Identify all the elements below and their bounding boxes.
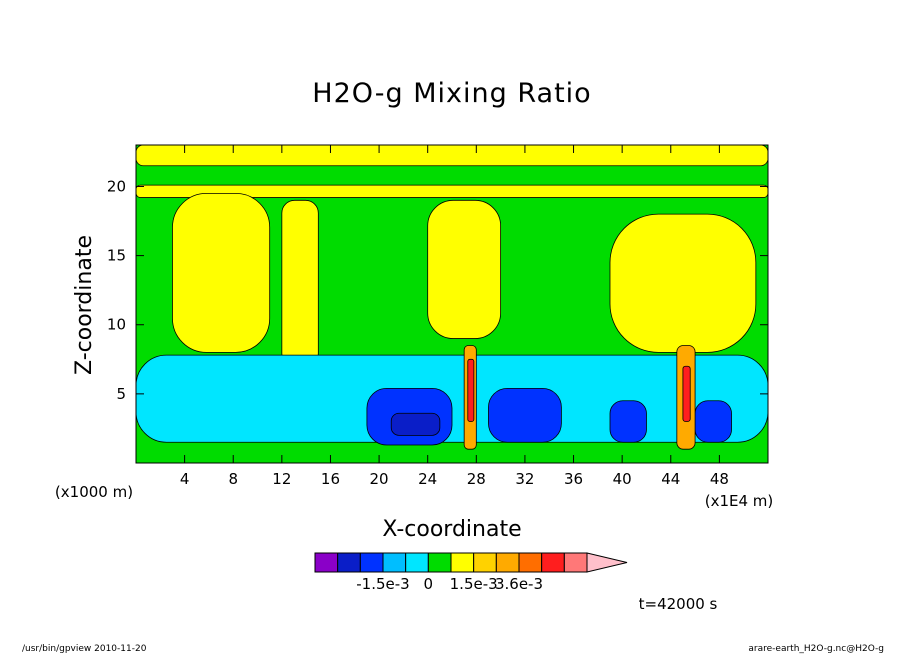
colorbar-overflow-arrow	[586, 552, 628, 573]
colorbar-bin	[518, 552, 543, 573]
x-tick-label: 20	[370, 470, 389, 488]
x-tick-label: 40	[613, 470, 632, 488]
y-axis-title: Z-coordinate	[72, 235, 97, 375]
contour-region-red	[467, 358, 475, 422]
footer-left: /usr/bin/gpview 2010-11-20	[22, 644, 147, 654]
colorbar-bin	[563, 552, 588, 573]
colorbar-bin	[405, 552, 429, 573]
x-axis: 4 8 12 16 20 24 28 32 36 40 44 48	[180, 145, 729, 488]
colorbar-bin	[427, 552, 452, 573]
y-tick-label: 5	[116, 385, 126, 403]
contour-region-blue	[488, 387, 562, 443]
chart-title: H2O-g Mixing Ratio	[312, 78, 591, 109]
contour-region-blue	[694, 400, 732, 443]
y-axis: 5 10 15 20	[107, 177, 768, 403]
y-tick-label: 15	[107, 247, 126, 265]
x-tick-label: 48	[710, 470, 729, 488]
colorbar-label: 1.5e-3	[450, 575, 498, 593]
contour-region-yellow	[172, 192, 271, 353]
contour-region-yellow	[609, 213, 757, 353]
contour-region-yellow	[281, 199, 319, 367]
x-unit-label: (x1000 m)	[55, 483, 133, 501]
contour-field	[136, 145, 768, 463]
colorbar-bin	[359, 552, 384, 573]
x-tick-label: 4	[180, 470, 190, 488]
time-label: t=42000 s	[639, 595, 718, 613]
contour-region-yellow	[136, 145, 768, 167]
colorbar: -1.5e-3 0 1.5e-33.6e-3	[314, 552, 628, 593]
x-tick-label: 12	[272, 470, 291, 488]
contour-region-dark-blue	[390, 412, 441, 436]
colorbar-label: -1.5e-3	[356, 575, 409, 593]
contour-region-yellow	[136, 184, 768, 198]
x-tick-label: 44	[661, 470, 680, 488]
plot-frame	[135, 144, 769, 464]
x-tick-label: 32	[515, 470, 534, 488]
x-tick-label: 8	[228, 470, 238, 488]
colorbar-bin	[473, 552, 497, 573]
footer-right: arare-earth_H2O-g.nc@H2O-g	[748, 644, 884, 654]
contour-region-red	[682, 365, 691, 422]
x-scale-label: (x1E4 m)	[705, 492, 774, 510]
colorbar-label: 0	[424, 575, 434, 593]
contour-region-blue	[609, 400, 647, 443]
colorbar-bin	[314, 552, 339, 573]
colorbar-label: 3.6e-3	[495, 575, 543, 593]
x-axis-title: X-coordinate	[382, 517, 521, 542]
colorbar-bin	[450, 552, 475, 573]
colorbar-bin	[541, 552, 565, 573]
colorbar-bin	[382, 552, 407, 573]
x-tick-label: 28	[467, 470, 486, 488]
colorbar-bin	[337, 552, 361, 573]
x-tick-label: 24	[418, 470, 437, 488]
contour-region-yellow	[427, 199, 502, 339]
colorbar-bin	[495, 552, 520, 573]
y-tick-label: 20	[107, 177, 126, 195]
x-tick-label: 36	[564, 470, 583, 488]
contour-regions	[136, 145, 768, 450]
x-tick-label: 16	[321, 470, 340, 488]
y-tick-label: 10	[107, 316, 126, 334]
